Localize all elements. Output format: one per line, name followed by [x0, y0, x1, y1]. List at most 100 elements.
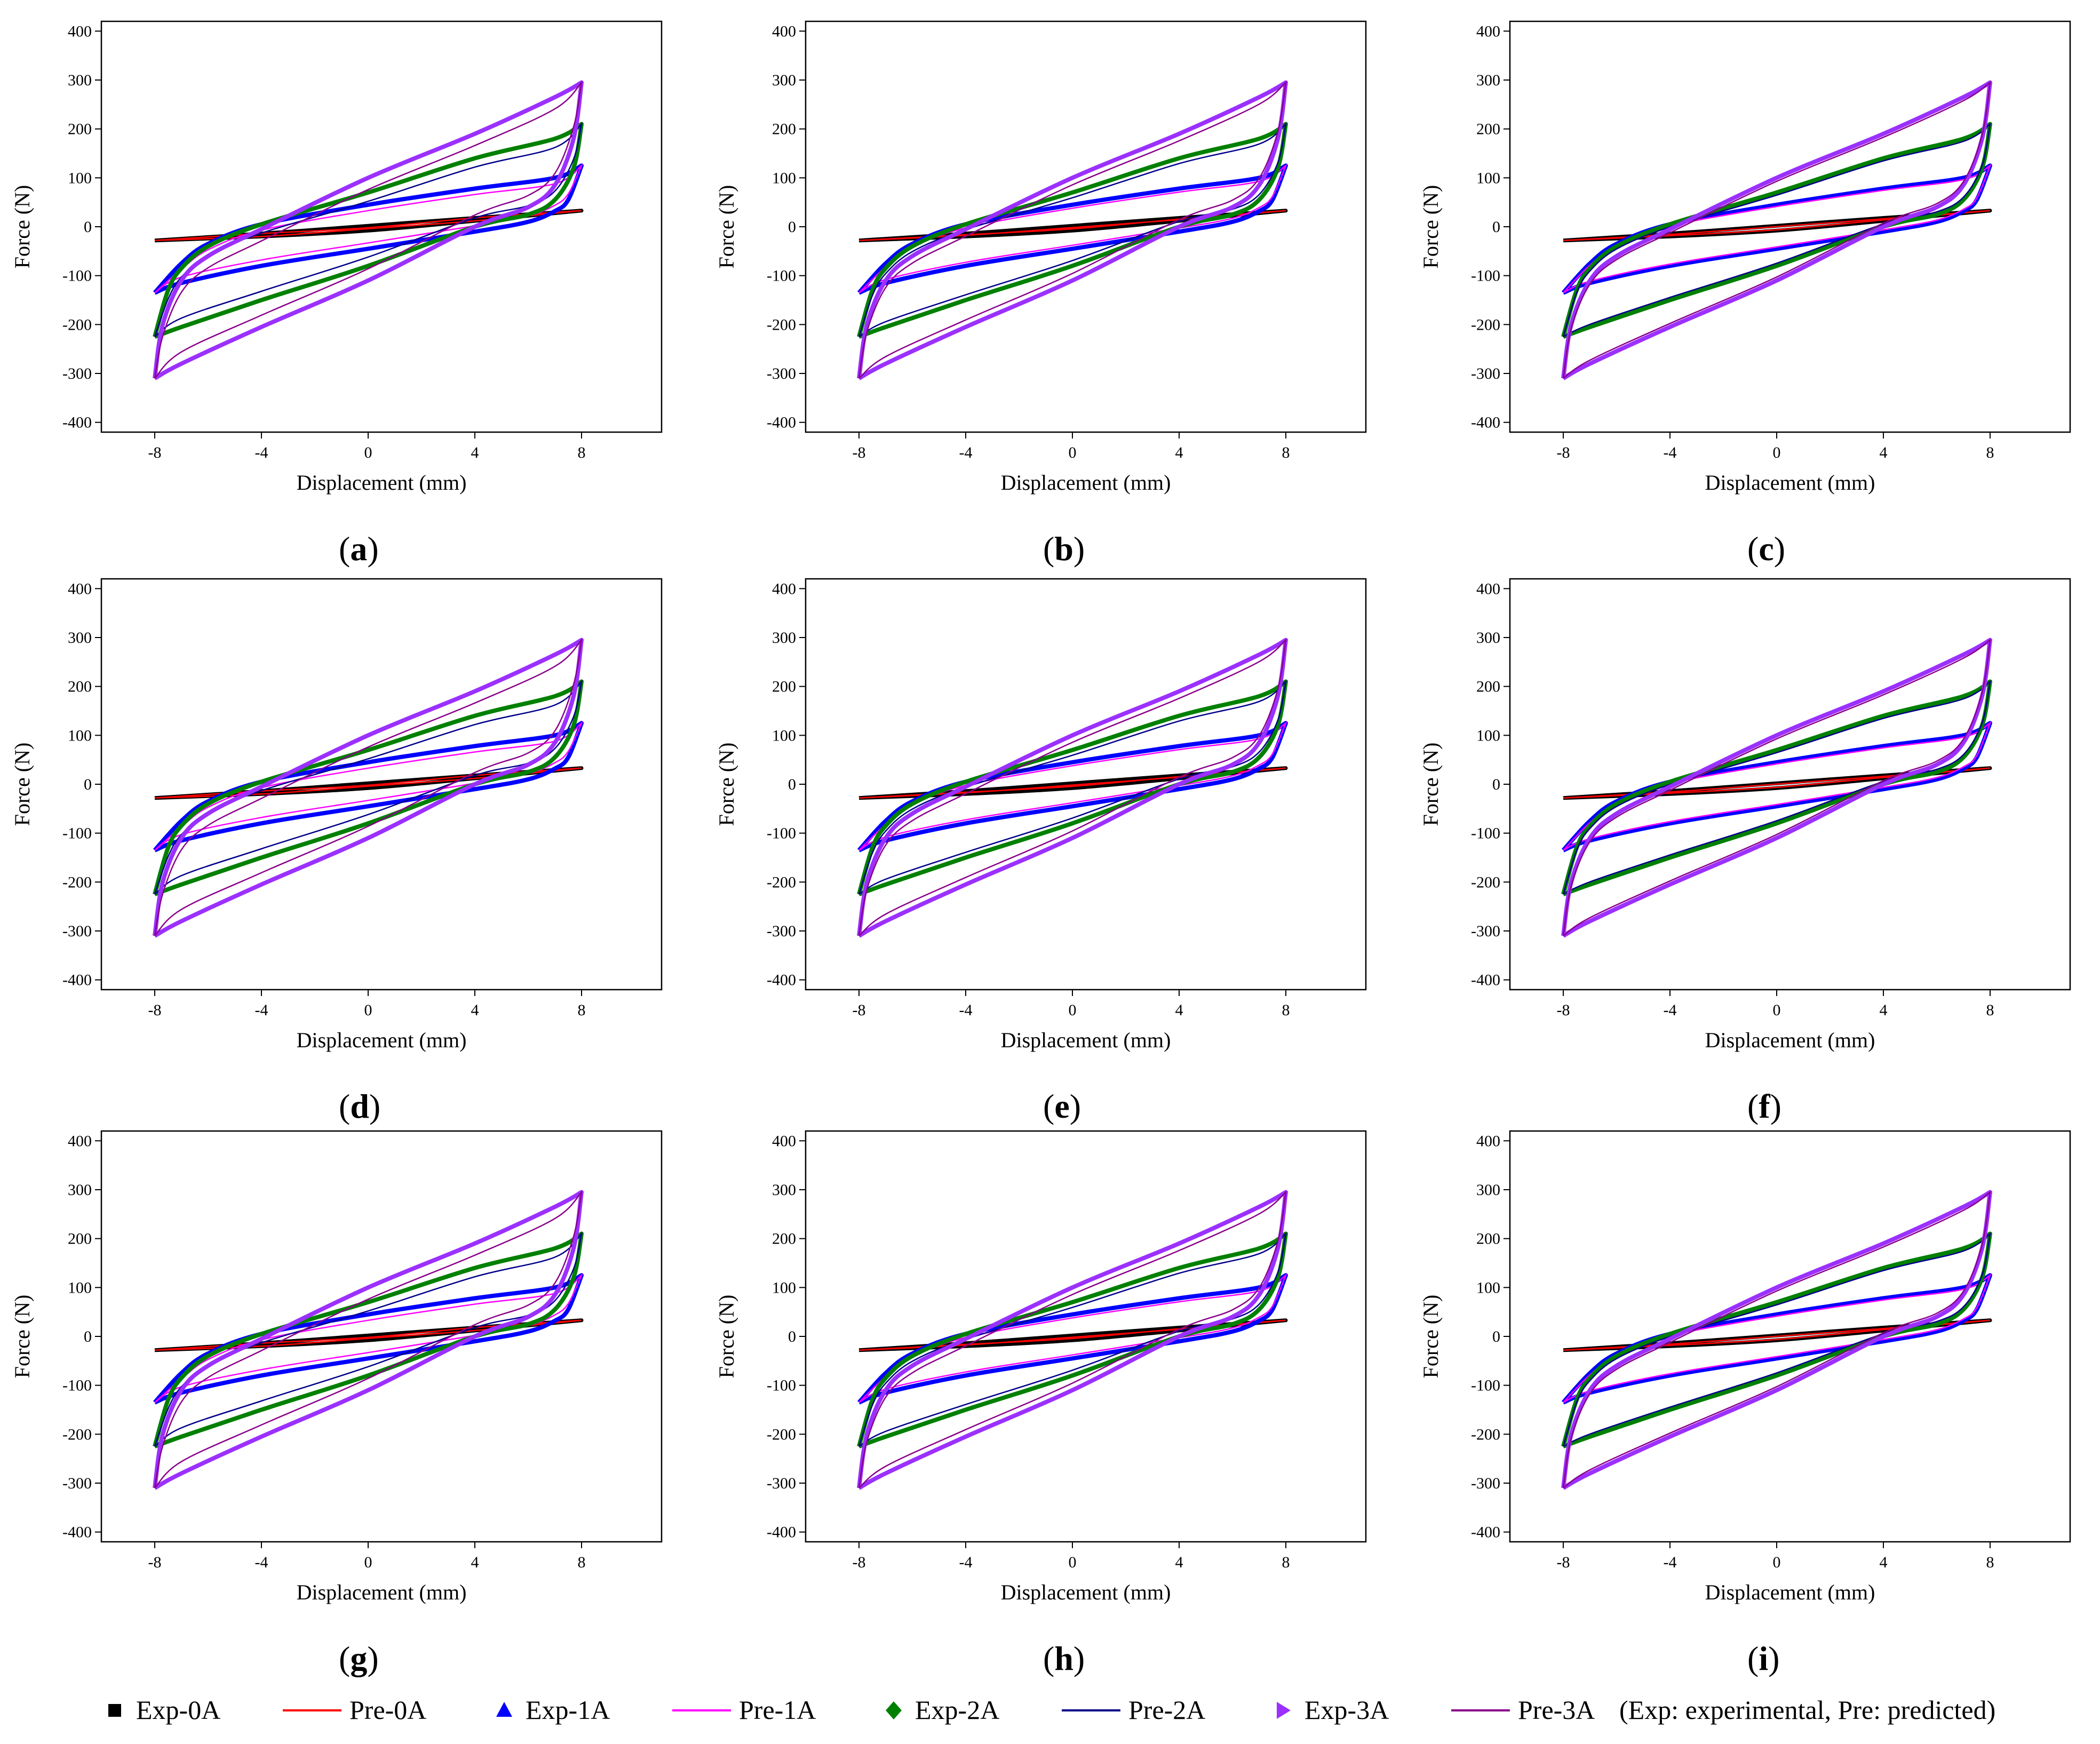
legend: Exp-0A Pre-0A Exp-1A Pre-1A Exp-2A Pre-2A Exp-… — [108, 1695, 1995, 1725]
x-tick-label: -4 — [1664, 1001, 1677, 1019]
x-tick-label: 0 — [1773, 1001, 1781, 1019]
x-axis-title: Displacement (mm) — [1705, 471, 1875, 495]
y-tick-label: -100 — [767, 1377, 796, 1395]
y-tick-label: -100 — [767, 825, 796, 842]
x-tick-label: 0 — [1773, 444, 1781, 461]
panel-d: -400 -300 -200 -100 0 100 200 300 400 -8 -4 0 4 8 Disp… — [10, 578, 663, 1125]
x-tick-label: 0 — [1069, 1001, 1077, 1019]
panel-label: (i) — [1747, 1639, 1779, 1677]
y-tick-label: -200 — [1471, 1426, 1500, 1443]
x-tick-label: 8 — [1986, 1001, 1994, 1019]
x-tick-label: 8 — [1986, 1554, 1994, 1571]
x-tick-label: -8 — [853, 1554, 866, 1571]
y-tick-label: 200 — [772, 121, 796, 138]
x-tick-label: -4 — [1664, 1554, 1677, 1571]
y-tick-label: 200 — [772, 1230, 796, 1248]
x-tick-label: -4 — [1664, 444, 1677, 461]
y-tick-label: -400 — [1471, 971, 1500, 989]
x-tick-label: -8 — [148, 444, 162, 461]
y-tick-label: -100 — [62, 1377, 92, 1395]
y-tick-label: -300 — [1471, 922, 1500, 940]
y-tick-label: -400 — [767, 414, 796, 432]
x-tick-label: 4 — [1880, 1001, 1888, 1019]
panel-label: (e) — [1043, 1087, 1081, 1125]
series-pre-Exp-3A — [154, 1190, 583, 1489]
y-tick-label: 300 — [1476, 1181, 1500, 1199]
series-pre-Exp-0A — [1563, 1319, 1991, 1351]
series-pre-Exp-2A — [1562, 1232, 1991, 1447]
x-axis-title: Displacement (mm) — [1705, 1028, 1875, 1052]
legend-item-Exp-0A: Exp-0A — [108, 1695, 220, 1725]
series-pre-Exp-0A — [858, 767, 1286, 799]
series-pre-Exp-0A — [1563, 767, 1991, 799]
legend-triangle-right-icon — [1277, 1702, 1291, 1719]
series-pre-Exp-2A — [858, 122, 1287, 338]
y-tick-label: -100 — [62, 825, 92, 842]
legend-item-Exp-3A: Exp-3A — [1277, 1695, 1389, 1725]
y-tick-label: 300 — [1476, 71, 1500, 89]
panel-label: (a) — [339, 530, 379, 568]
series-pre-Exp-3A — [858, 81, 1287, 379]
y-tick-label: 400 — [1476, 1132, 1500, 1150]
y-tick-label: 0 — [788, 218, 796, 236]
y-tick-label: 400 — [772, 580, 796, 598]
y-tick-label: -200 — [767, 316, 796, 333]
x-tick-label: -8 — [148, 1001, 162, 1019]
legend-item-Exp-1A: Exp-1A — [496, 1695, 610, 1725]
y-tick-label: 300 — [772, 71, 796, 89]
y-tick-label: 100 — [68, 169, 92, 187]
x-tick-label: 4 — [1880, 444, 1888, 461]
x-tick-label: -4 — [255, 1554, 268, 1571]
series-pre-Exp-0A — [1563, 210, 1991, 241]
series-pre-Exp-2A — [858, 680, 1287, 895]
y-tick-label: 100 — [772, 169, 796, 187]
y-axis-title: Force (N) — [10, 743, 34, 826]
y-tick-label: -300 — [62, 1475, 92, 1492]
x-tick-label: -8 — [1557, 444, 1570, 461]
panel-i: -400 -300 -200 -100 0 100 200 300 400 -8 -4 0 4 8 Disp… — [1419, 1130, 2071, 1677]
legend-triangle-up-icon — [496, 1702, 512, 1717]
y-tick-label: 400 — [68, 22, 92, 40]
y-tick-label: -300 — [767, 1475, 796, 1492]
y-tick-label: -300 — [767, 365, 796, 383]
y-tick-label: -400 — [1471, 1524, 1500, 1541]
legend-diamond-icon — [886, 1701, 902, 1719]
y-axis-title: Force (N) — [1419, 185, 1443, 269]
y-tick-label: 400 — [772, 1132, 796, 1150]
panel-a: -400 -300 -200 -100 0 100 200 300 400 -8 -4 0 4 8 Disp… — [10, 20, 663, 568]
y-tick-label: -300 — [62, 922, 92, 940]
x-tick-label: 4 — [471, 1554, 479, 1571]
x-tick-label: 4 — [1175, 1001, 1183, 1019]
legend-label: Exp-3A — [1304, 1695, 1389, 1725]
series-pre-Exp-3A — [1562, 81, 1991, 379]
panel-b: -400 -300 -200 -100 0 100 200 300 400 -8 -4 0 4 8 Disp… — [714, 20, 1367, 568]
x-tick-label: -4 — [255, 1001, 268, 1019]
y-tick-label: -400 — [1471, 414, 1500, 432]
y-tick-label: 200 — [1476, 1230, 1500, 1248]
legend-square-icon — [108, 1704, 121, 1717]
panel-label: (f) — [1747, 1087, 1781, 1125]
x-axis-title: Displacement (mm) — [297, 1028, 467, 1052]
y-tick-label: 0 — [788, 1328, 796, 1345]
y-tick-label: 0 — [84, 218, 92, 236]
y-tick-label: 300 — [68, 71, 92, 89]
y-tick-label: 100 — [1476, 1279, 1500, 1296]
x-tick-label: 4 — [1880, 1554, 1888, 1571]
legend-note: (Exp: experimental, Pre: predicted) — [1619, 1695, 1995, 1725]
legend-item-Pre-0A: Pre-0A — [283, 1695, 426, 1725]
series-pre-Exp-0A — [858, 210, 1286, 241]
legend-item-Pre-1A: Pre-1A — [672, 1695, 816, 1725]
series-pre-Exp-3A — [1562, 638, 1991, 937]
series-pre-Exp-2A — [858, 1232, 1287, 1447]
y-tick-label: 200 — [68, 678, 92, 696]
y-tick-label: -100 — [1471, 1377, 1500, 1395]
panel-label: (h) — [1043, 1639, 1085, 1677]
y-tick-label: 0 — [84, 776, 92, 793]
legend-label: Pre-3A — [1518, 1695, 1595, 1725]
panel-h: -400 -300 -200 -100 0 100 200 300 400 -8 -4 0 4 8 Disp… — [714, 1130, 1367, 1677]
series-pre-Exp-3A — [1562, 1190, 1991, 1489]
x-axis-title: Displacement (mm) — [1001, 1580, 1171, 1604]
y-tick-label: 300 — [1476, 629, 1500, 647]
